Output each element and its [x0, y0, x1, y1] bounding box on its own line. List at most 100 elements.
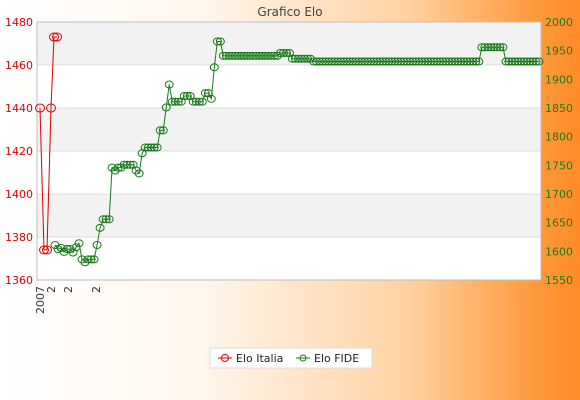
data-point-elo-fide	[179, 91, 189, 100]
data-point-elo-fide	[390, 57, 400, 66]
data-point-elo-fide	[471, 57, 481, 66]
data-point-elo-fide	[450, 57, 460, 66]
y-axis-right: 1550 1600 1650 1700 1750 1800 1850 1900 1950 2000	[545, 16, 573, 287]
y-right-tick-label: 1700	[545, 188, 573, 201]
data-point-elo-fide	[459, 57, 469, 66]
data-point-elo-fide	[206, 94, 216, 103]
data-point-elo-fide	[411, 57, 421, 66]
y-right-tick-label: 1900	[545, 73, 573, 86]
data-point-elo-fide	[399, 57, 409, 66]
data-point-elo-fide	[278, 48, 288, 57]
data-point-elo-fide	[393, 57, 403, 66]
data-point-elo-fide	[363, 57, 373, 66]
data-point-elo-fide	[516, 57, 526, 66]
y-right-tick-label: 1600	[545, 245, 573, 258]
data-point-elo-fide	[251, 51, 261, 60]
data-point-elo-fide	[480, 43, 490, 52]
data-point-elo-fide	[384, 57, 394, 66]
data-point-elo-fide	[215, 37, 225, 46]
data-point-elo-fide	[348, 57, 358, 66]
data-point-elo-fide	[212, 37, 222, 46]
data-point-elo-fide	[239, 51, 249, 60]
y-left-tick-label: 1480	[5, 16, 33, 29]
data-point-elo-fide	[209, 63, 219, 72]
data-point-elo-fide	[366, 57, 376, 66]
data-point-elo-fide	[287, 54, 297, 63]
y-right-tick-label: 1800	[545, 131, 573, 144]
data-point-elo-fide	[263, 51, 273, 60]
plot-bands	[37, 22, 541, 280]
data-point-elo-fide	[432, 57, 442, 66]
chart-title: Grafico Elo	[257, 5, 322, 19]
data-point-elo-fide	[318, 57, 328, 66]
data-point-elo-fide	[260, 51, 270, 60]
data-point-elo-fide	[300, 54, 310, 63]
data-point-elo-fide	[77, 255, 87, 264]
data-point-elo-fide	[197, 97, 207, 106]
data-point-elo-fide	[528, 57, 538, 66]
data-point-elo-fide	[342, 57, 352, 66]
data-point-elo-fide	[233, 51, 243, 60]
data-point-elo-fide	[354, 57, 364, 66]
data-point-elo-fide	[387, 57, 397, 66]
data-point-elo-fide	[257, 51, 267, 60]
data-point-elo-fide	[357, 57, 367, 66]
x-tick-label: 2007	[34, 286, 47, 314]
data-point-elo-fide	[513, 57, 523, 66]
data-point-elo-fide	[71, 243, 81, 252]
data-point-elo-fide	[441, 57, 451, 66]
data-point-elo-fide	[68, 248, 78, 257]
data-point-elo-fide	[119, 160, 129, 169]
grid-band	[37, 151, 541, 194]
data-point-elo-fide	[444, 57, 454, 66]
y-left-tick-label: 1460	[5, 59, 33, 72]
data-point-elo-fide	[498, 43, 508, 52]
data-point-elo-fide	[224, 51, 234, 60]
data-point-elo-fide	[242, 51, 252, 60]
data-point-elo-fide	[507, 57, 517, 66]
legend-swatch-marker	[221, 354, 229, 362]
data-point-elo-fide	[74, 239, 84, 248]
data-point-elo-fide	[248, 51, 258, 60]
data-point-elo-fide	[483, 43, 493, 52]
series-layer	[35, 32, 544, 267]
data-point-elo-italia	[46, 103, 56, 113]
grid-band	[37, 108, 541, 151]
data-point-elo-fide	[173, 97, 183, 106]
data-point-elo-fide	[221, 51, 231, 60]
data-point-elo-fide	[324, 57, 334, 66]
data-point-elo-fide	[194, 97, 204, 106]
data-point-elo-fide	[140, 143, 150, 152]
data-point-elo-fide	[164, 80, 174, 89]
data-point-elo-fide	[531, 57, 541, 66]
data-point-elo-fide	[462, 57, 472, 66]
data-point-elo-fide	[360, 57, 370, 66]
y-left-tick-label: 1360	[5, 274, 33, 287]
y-left-tick-label: 1440	[5, 102, 33, 115]
legend-item-elo-italia: Elo Italia	[236, 352, 283, 365]
data-point-elo-fide	[381, 57, 391, 66]
data-point-elo-fide	[104, 215, 114, 224]
data-point-elo-fide	[489, 43, 499, 52]
data-point-elo-fide	[218, 51, 228, 60]
y-right-tick-label: 1550	[545, 274, 573, 287]
x-tick-label: 2	[90, 286, 103, 293]
data-point-elo-fide	[290, 54, 300, 63]
data-point-elo-fide	[98, 215, 108, 224]
data-point-elo-fide	[426, 57, 436, 66]
y-right-tick-label: 1850	[545, 102, 573, 115]
data-point-elo-fide	[408, 57, 418, 66]
data-point-elo-fide	[230, 51, 240, 60]
data-point-elo-fide	[438, 57, 448, 66]
data-point-elo-italia	[49, 32, 59, 42]
data-point-elo-fide	[525, 57, 535, 66]
data-point-elo-fide	[495, 43, 505, 52]
data-point-elo-fide	[266, 51, 276, 60]
data-point-elo-fide	[435, 57, 445, 66]
data-point-elo-fide	[92, 241, 102, 250]
data-point-elo-fide	[89, 255, 99, 264]
data-point-elo-fide	[167, 97, 177, 106]
data-point-elo-fide	[200, 89, 210, 98]
